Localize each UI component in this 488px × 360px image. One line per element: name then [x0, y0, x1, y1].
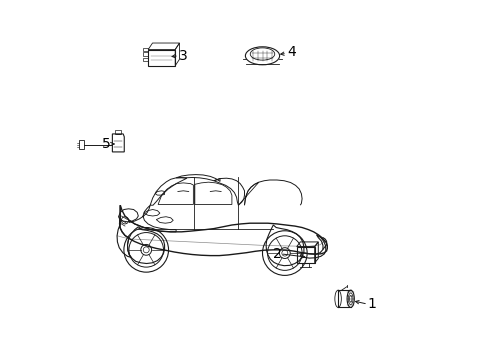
Text: 2: 2: [272, 247, 281, 261]
Text: 1: 1: [367, 297, 376, 311]
Text: 3: 3: [179, 49, 187, 63]
Text: 5: 5: [102, 137, 110, 151]
Text: 4: 4: [286, 45, 295, 59]
